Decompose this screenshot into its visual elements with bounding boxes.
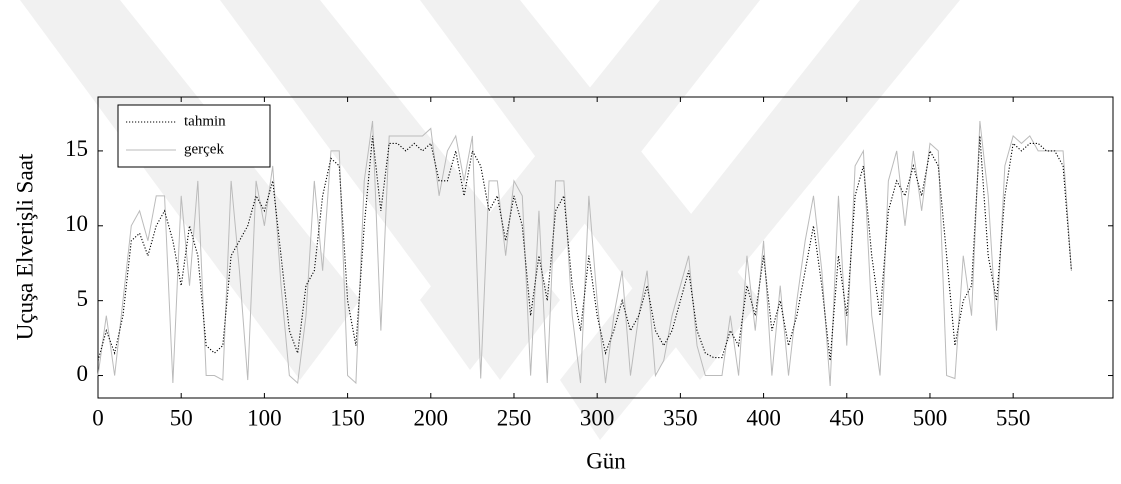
- x-tick-label: 250: [497, 405, 532, 430]
- plot-frame: [97, 96, 1114, 399]
- x-tick-label: 100: [247, 405, 282, 430]
- x-axis-label: Gün: [586, 448, 626, 473]
- x-tick-label: 550: [996, 405, 1031, 430]
- y-tick-label: 0: [77, 361, 89, 386]
- y-tick-label: 15: [65, 136, 88, 161]
- x-tick-label: 50: [170, 405, 193, 430]
- watermark: [20, 0, 960, 440]
- x-tick-label: 450: [830, 405, 865, 430]
- x-tick-label: 500: [913, 405, 948, 430]
- y-axis-label: Uçuşa Elverişli Saat: [12, 153, 37, 340]
- plot-area: [97, 120, 1072, 387]
- legend-box: [117, 104, 271, 168]
- series-line: [97, 135, 1072, 361]
- x-tick-label: 150: [330, 405, 365, 430]
- x-tick-label: 350: [663, 405, 698, 430]
- x-tick-label: 200: [414, 405, 449, 430]
- y-tick-label: 5: [77, 286, 89, 311]
- x-tick-label: 300: [580, 405, 615, 430]
- x-tick-label: 400: [746, 405, 781, 430]
- y-tick-label: 10: [65, 211, 88, 236]
- legend-label: gerçek: [184, 141, 224, 157]
- x-tick-label: 0: [92, 405, 104, 430]
- legend-label: tahmin: [184, 113, 226, 129]
